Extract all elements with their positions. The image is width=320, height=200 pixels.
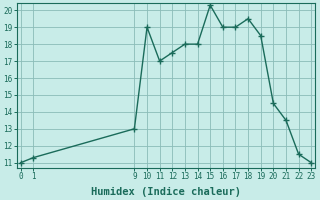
X-axis label: Humidex (Indice chaleur): Humidex (Indice chaleur) — [91, 186, 241, 197]
